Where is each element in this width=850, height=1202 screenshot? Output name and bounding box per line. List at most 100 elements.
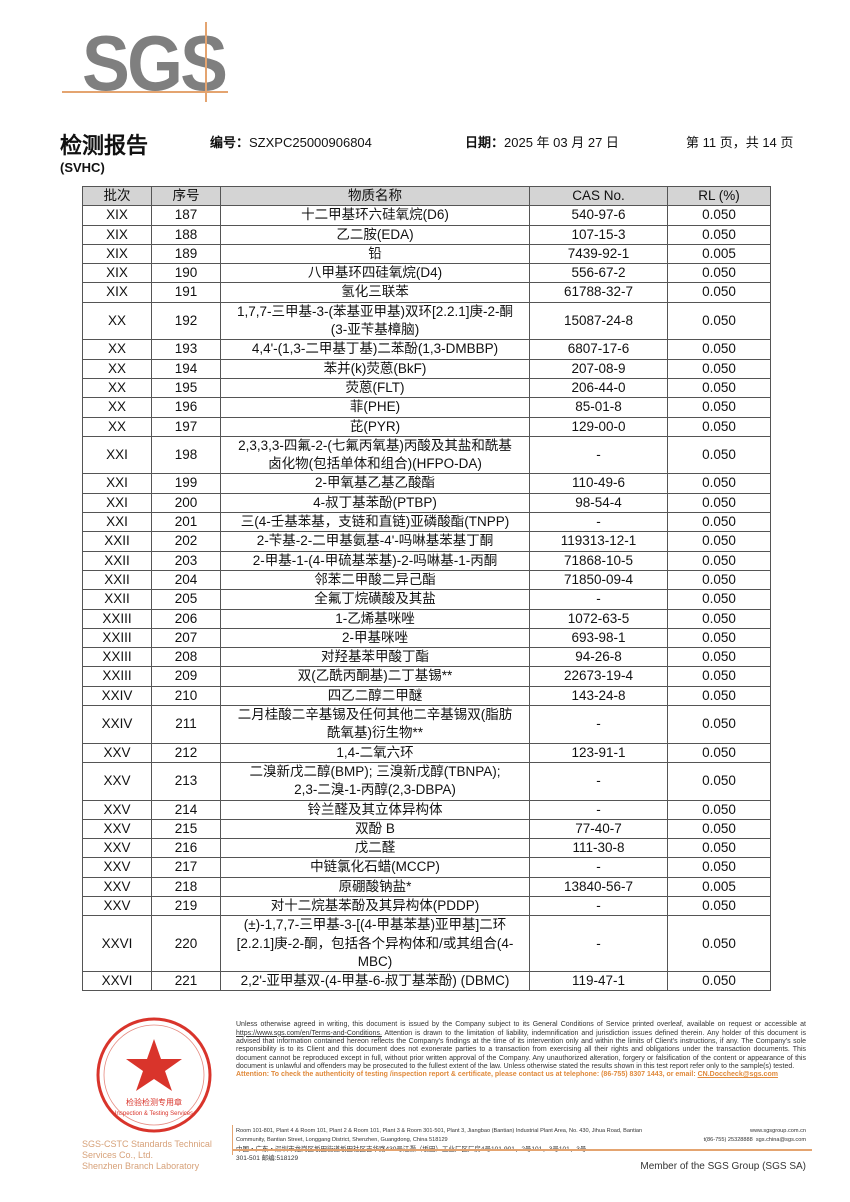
table-row: XXII 204 邻苯二甲酸二异己酯 71850-09-4 0.050 xyxy=(82,569,771,591)
cell-substance-name: 氢化三联苯 xyxy=(220,282,530,303)
cell-no: 218 xyxy=(151,876,221,897)
cell-substance-name: 双(乙酰丙酮基)二丁基锡** xyxy=(220,666,530,687)
cell-cas-no: 123-91-1 xyxy=(529,742,668,763)
cell-substance-name: 4-叔丁基苯酚(PTBP) xyxy=(220,492,530,514)
table-row: XXV 214 铃兰醛及其立体异构体 -0.050 xyxy=(82,799,771,820)
cell-no: 211 xyxy=(151,705,221,744)
cell-batch: XX xyxy=(82,397,152,418)
cell-cas-no: 556-67-2 xyxy=(529,263,668,284)
cell-batch: XX xyxy=(82,416,152,437)
cell-batch: XXV xyxy=(82,818,152,840)
cell-substance-name: 2-甲基咪唑 xyxy=(220,627,530,649)
terms-link[interactable]: https://www.sgs.com/en/Terms-and-Conditi… xyxy=(236,1029,382,1037)
table-row: XXII 205 全氟丁烷磺酸及其盐 -0.050 xyxy=(82,589,771,610)
cell-no: 197 xyxy=(151,416,221,437)
cell-no: 219 xyxy=(151,895,221,917)
cell-substance-name: 2,3,3,3-四氟-2-(七氟丙氧基)丙酸及其盐和酰基 卤化物(包括单体和组合… xyxy=(220,435,530,475)
disclaimer: Unless otherwise agreed in writing, this… xyxy=(236,1021,806,1079)
table-row: XXV 216 戊二醛 111-30-8 0.050 xyxy=(82,838,771,859)
cell-cas-no: 107-15-3 xyxy=(529,224,668,245)
table-row: XXV 215 双酚 B 77-40-7 0.050 xyxy=(82,818,771,840)
report-date: 日期：2025 年 03 月 27 日 xyxy=(465,132,619,151)
cell-substance-name: 八甲基环四硅氧烷(D4) xyxy=(220,263,530,284)
cell-cas-no: 693-98-1 xyxy=(529,627,668,649)
cell-rl: 0.050 xyxy=(667,705,771,744)
cell-substance-name: 二月桂酸二辛基锡及任何其他二辛基锡双(脂肪 酰氧基)衍生物** xyxy=(220,705,530,744)
cell-batch: XXV xyxy=(82,895,152,917)
cell-substance-name: 全氟丁烷磺酸及其盐 xyxy=(220,589,530,610)
cell-cas-no: 206-44-0 xyxy=(529,377,668,399)
cell-no: 212 xyxy=(151,742,221,763)
disclaimer-text-2: Attention is drawn to the limitation of … xyxy=(236,1029,806,1070)
cell-no: 207 xyxy=(151,627,221,649)
cell-cas-no: 98-54-4 xyxy=(529,492,668,514)
attention-text: Attention: To check the authenticity of … xyxy=(236,1071,698,1079)
cell-no: 194 xyxy=(151,358,221,379)
table-row: XX 193 4,4'-(1,3-二甲基丁基)二苯酚(1,3-DMBBP) 6807-… xyxy=(82,339,771,360)
cell-batch: XX xyxy=(82,377,152,399)
cell-rl: 0.050 xyxy=(667,531,771,552)
cell-substance-name: 铃兰醛及其立体异构体 xyxy=(220,799,530,820)
table-row: XIX 188 乙二胺(EDA) 107-15-3 0.050 xyxy=(82,224,771,245)
table-row: XXVI 220 (±)-1,7,7-三甲基-3-[(4-甲基苯基)亚甲基]二环 [… xyxy=(82,915,771,973)
cell-substance-name: 十二甲基环六硅氧烷(D6) xyxy=(220,205,530,226)
cell-substance-name: (±)-1,7,7-三甲基-3-[(4-甲基苯基)亚甲基]二环 [2.2.1]庚… xyxy=(220,915,530,973)
table-header-row: 批次 序号 物质名称 CAS No. RL (%) xyxy=(82,185,771,207)
cell-rl: 0.050 xyxy=(667,358,771,379)
cell-cas-no: 6807-17-6 xyxy=(529,339,668,360)
table-row: XIX 190 八甲基环四硅氧烷(D4) 556-67-2 0.050 xyxy=(82,263,771,284)
cell-cas-no: 71868-10-5 xyxy=(529,550,668,571)
cell-batch: XIX xyxy=(82,282,152,303)
page-number: 第 11 页，共 14 页 xyxy=(686,135,794,150)
phone: t(86-755) 25328888 xyxy=(703,1137,753,1144)
doccheck-email-link[interactable]: CN.Doccheck@sgs.com xyxy=(697,1071,778,1079)
cell-batch: XXI xyxy=(82,473,152,494)
table-row: XXIII 207 2-甲基咪唑 693-98-1 0.050 xyxy=(82,627,771,649)
company-line-2: Shenzhen Branch Laboratory xyxy=(82,1161,200,1172)
cell-no: 221 xyxy=(151,971,221,992)
cell-cas-no: 71850-09-4 xyxy=(529,569,668,591)
cell-batch: XXIII xyxy=(82,608,152,629)
cell-batch: XXII xyxy=(82,531,152,552)
cell-no: 214 xyxy=(151,799,221,820)
cell-cas-no: 207-08-9 xyxy=(529,358,668,379)
cell-substance-name: 中链氯化石蜡(MCCP) xyxy=(220,857,530,878)
cell-rl: 0.050 xyxy=(667,915,771,973)
cell-rl: 0.050 xyxy=(667,492,771,514)
cell-no: 189 xyxy=(151,243,221,265)
table-row: XIX 191 氢化三联苯 61788-32-7 0.050 xyxy=(82,282,771,303)
column-header-cas-no: CAS No. xyxy=(529,185,668,207)
content-flow: 批次 序号 物质名称 CAS No. RL (%) XIX 187 十二甲基环六硅氧烷(D6… xyxy=(82,185,812,1189)
table-row: XXIII 209 双(乙酰丙酮基)二丁基锡** 22673-19-4 0.050 xyxy=(82,666,771,687)
cell-substance-name: 荧蒽(FLT) xyxy=(220,377,530,399)
cell-cas-no: - xyxy=(529,799,668,820)
cell-substance-name: 邻苯二甲酸二异己酯 xyxy=(220,569,530,591)
cell-rl: 0.050 xyxy=(667,857,771,878)
cell-batch: XXIV xyxy=(82,685,152,707)
table-row: XX 196 菲(PHE) 85-01-8 0.050 xyxy=(82,397,771,418)
cell-rl: 0.050 xyxy=(667,799,771,820)
cell-rl: 0.050 xyxy=(667,647,771,668)
cell-substance-name: 对羟基苯甲酸丁酯 xyxy=(220,647,530,668)
cell-rl: 0.050 xyxy=(667,569,771,591)
cell-cas-no: 129-00-0 xyxy=(529,416,668,437)
cell-batch: XXII xyxy=(82,589,152,610)
cell-rl: 0.050 xyxy=(667,224,771,245)
cell-no: 220 xyxy=(151,915,221,973)
cell-rl: 0.005 xyxy=(667,876,771,897)
table-row: XXV 212 1,4-二氧六环 123-91-1 0.050 xyxy=(82,742,771,763)
cell-batch: XIX xyxy=(82,263,152,284)
cell-cas-no: 143-24-8 xyxy=(529,685,668,707)
cell-cas-no: 119313-12-1 xyxy=(529,531,668,552)
cell-cas-no: - xyxy=(529,857,668,878)
cell-no: 208 xyxy=(151,647,221,668)
column-header-substance-name: 物质名称 xyxy=(220,185,530,207)
cell-substance-name: 2-甲氧基乙基乙酸酯 xyxy=(220,473,530,494)
cell-no: 199 xyxy=(151,473,221,494)
email: sgs.china@sgs.com xyxy=(755,1137,806,1144)
cell-cas-no: - xyxy=(529,512,668,533)
table-row: XXI 198 2,3,3,3-四氟-2-(七氟丙氧基)丙酸及其盐和酰基 卤化物(包… xyxy=(82,435,771,475)
member-line: Member of the SGS Group (SGS SA) xyxy=(640,1161,806,1173)
report-number-label: 编号： xyxy=(210,135,250,150)
table-row: XX 192 1,7,7-三甲基-3-(苯基亚甲基)双环[2.2.1]庚-2-酮 (… xyxy=(82,301,771,341)
